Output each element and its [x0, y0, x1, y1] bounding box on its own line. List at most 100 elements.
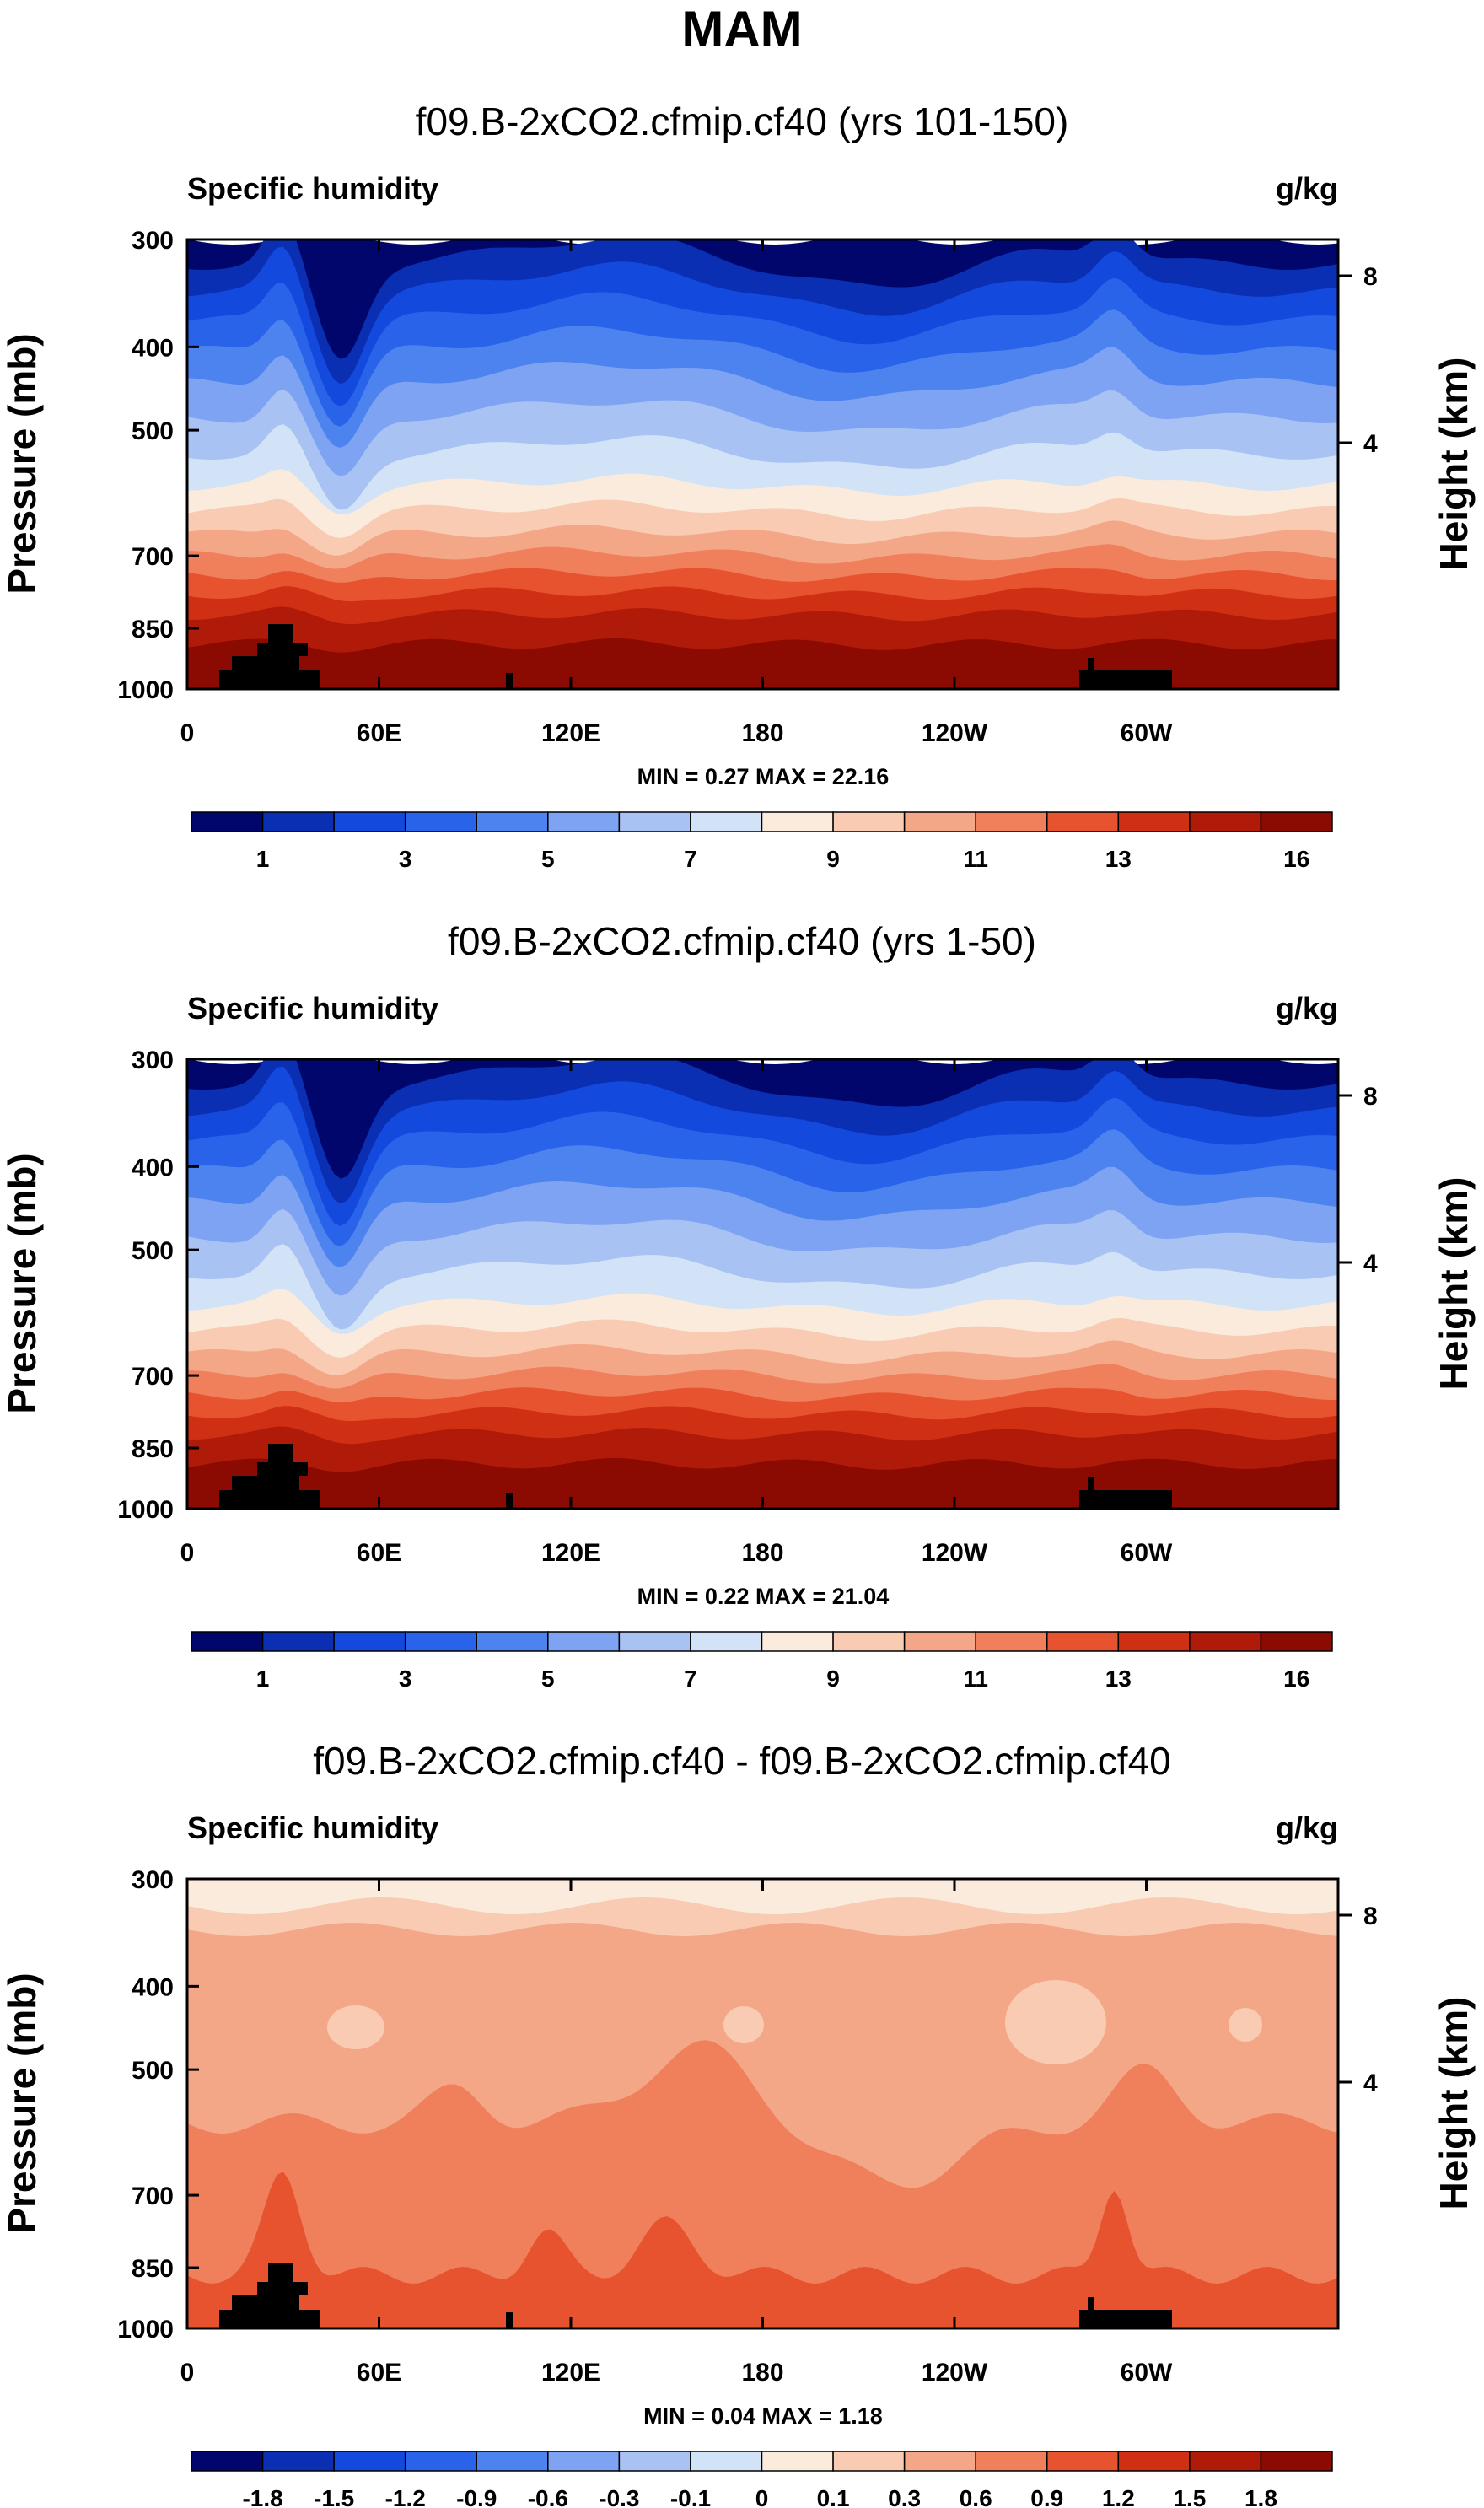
x-tick-label: 120W	[922, 719, 988, 747]
units-label: g/kg	[1276, 171, 1338, 206]
contour-field	[187, 1059, 1338, 1509]
x-tick-label: 120W	[922, 2359, 988, 2387]
units-label: g/kg	[1276, 991, 1338, 1025]
topography	[232, 2295, 299, 2310]
colorbar-swatch	[1046, 811, 1120, 832]
topography	[506, 2312, 513, 2328]
height-tick-label: 4	[1363, 430, 1378, 458]
chart-title: f09.B-2xCO2.cfmip.cf40 (yrs 1-50)	[448, 919, 1036, 963]
colorbar-swatch	[1260, 811, 1333, 832]
colorbar-swatch	[476, 2451, 549, 2472]
colorbar-label: 1	[256, 1666, 270, 1692]
x-tick-label: 0	[180, 2359, 195, 2387]
contour-patch	[327, 2005, 384, 2049]
min-max-label: MIN = 0.04 MAX = 1.18	[643, 2403, 883, 2429]
height-tick-label: 8	[1363, 1083, 1378, 1111]
colorbar-label: 1.5	[1173, 2485, 1206, 2508]
colorbar-swatch	[1189, 2451, 1262, 2472]
colorbar-swatch	[333, 811, 406, 832]
field-label: Specific humidity	[187, 991, 438, 1025]
colorbar-swatch	[476, 1631, 549, 1652]
colorbar-swatch	[975, 2451, 1048, 2472]
contour-band	[187, 1457, 1338, 1509]
y-tick-label: 850	[132, 2255, 174, 2283]
colorbar-swatch	[832, 811, 906, 832]
colorbar-swatch	[1046, 1631, 1120, 1652]
height-tick-label: 8	[1363, 1903, 1378, 1930]
colorbar-swatch	[547, 1631, 621, 1652]
colorbar-swatch	[761, 811, 834, 832]
y-tick-label: 700	[132, 2182, 174, 2210]
topography	[1096, 677, 1172, 689]
contour-patch	[723, 2006, 764, 2043]
field-label: Specific humidity	[187, 171, 438, 206]
topography	[1096, 2317, 1172, 2328]
colorbar-label: 11	[963, 846, 988, 872]
colorbar-label: 1	[256, 846, 270, 872]
topography	[506, 1493, 513, 1509]
colorbar-swatch	[618, 2451, 691, 2472]
colorbar-swatch	[404, 2451, 477, 2472]
topography	[219, 670, 320, 689]
colorbar-label: -0.1	[670, 2485, 711, 2508]
colorbar-label: 9	[826, 846, 840, 872]
colorbar-label: 0.9	[1030, 2485, 1063, 2508]
y-tick-label: 300	[132, 1047, 174, 1074]
chart-panel-1: f09.B-2xCO2.cfmip.cf40 (yrs 101-150) Spec…	[0, 100, 1476, 872]
topography	[232, 656, 299, 670]
colorbar-label: 0.6	[960, 2485, 992, 2508]
chart-panel-3: f09.B-2xCO2.cfmip.cf40 - f09.B-2xCO2.cfm…	[0, 1739, 1476, 2508]
chart-title: f09.B-2xCO2.cfmip.cf40 (yrs 101-150)	[416, 100, 1069, 143]
height-tick-label: 4	[1363, 1250, 1378, 1278]
colorbar-swatch	[261, 1631, 335, 1652]
colorbar-swatch	[690, 811, 763, 832]
colorbar-swatch	[191, 2451, 264, 2472]
contour-band	[187, 638, 1338, 689]
contour-band	[187, 2040, 1338, 2328]
colorbar-swatch	[903, 1631, 976, 1652]
x-tick-label: 60E	[357, 719, 401, 747]
topography	[257, 643, 308, 656]
colorbar-label: 16	[1283, 846, 1309, 872]
colorbar-swatch	[261, 811, 335, 832]
colorbar-swatch	[1260, 1631, 1333, 1652]
colorbar-swatch	[761, 1631, 834, 1652]
colorbar-swatch	[404, 811, 477, 832]
topography	[232, 1476, 299, 1490]
colorbar-swatch	[618, 1631, 691, 1652]
colorbar-label: -1.2	[385, 2485, 426, 2508]
topography	[1096, 1497, 1172, 1509]
y-tick-label: 1000	[117, 2316, 174, 2344]
x-tick-label: 180	[741, 719, 783, 747]
colorbar-swatch	[547, 811, 621, 832]
min-max-label: MIN = 0.27 MAX = 22.16	[637, 764, 890, 789]
y-axis-title: Pressure (mb)	[0, 1153, 44, 1413]
x-tick-label: 60W	[1121, 2359, 1173, 2387]
colorbar-label: 0	[755, 2485, 769, 2508]
y-tick-label: 850	[132, 616, 174, 643]
colorbar-swatch	[547, 2451, 621, 2472]
topography	[219, 1490, 320, 1509]
colorbar-label: -0.9	[456, 2485, 497, 2508]
colorbar-label: -1.8	[242, 2485, 282, 2508]
colorbar-swatch	[1117, 2451, 1191, 2472]
topography	[506, 673, 513, 689]
x-tick-label: 120W	[922, 1539, 988, 1567]
y-axis-title: Pressure (mb)	[0, 1972, 44, 2233]
x-tick-label: 0	[180, 719, 195, 747]
colorbar-swatch	[832, 1631, 906, 1652]
colorbar-swatch	[261, 2451, 335, 2472]
x-tick-label: 120E	[541, 719, 600, 747]
contour-patch	[1229, 2008, 1262, 2042]
x-tick-label: 0	[180, 1539, 195, 1567]
y-axis-title: Pressure (mb)	[0, 333, 44, 594]
units-label: g/kg	[1276, 1811, 1338, 1845]
height-tick-label: 4	[1363, 2069, 1378, 2097]
colorbar-swatch	[1189, 1631, 1262, 1652]
x-tick-label: 180	[741, 2359, 783, 2387]
colorbar-label: 3	[399, 1666, 412, 1692]
y-tick-label: 1000	[117, 1496, 174, 1524]
y-axis-title-right: Height (km)	[1432, 1997, 1476, 2210]
colorbar-swatch	[404, 1631, 477, 1652]
